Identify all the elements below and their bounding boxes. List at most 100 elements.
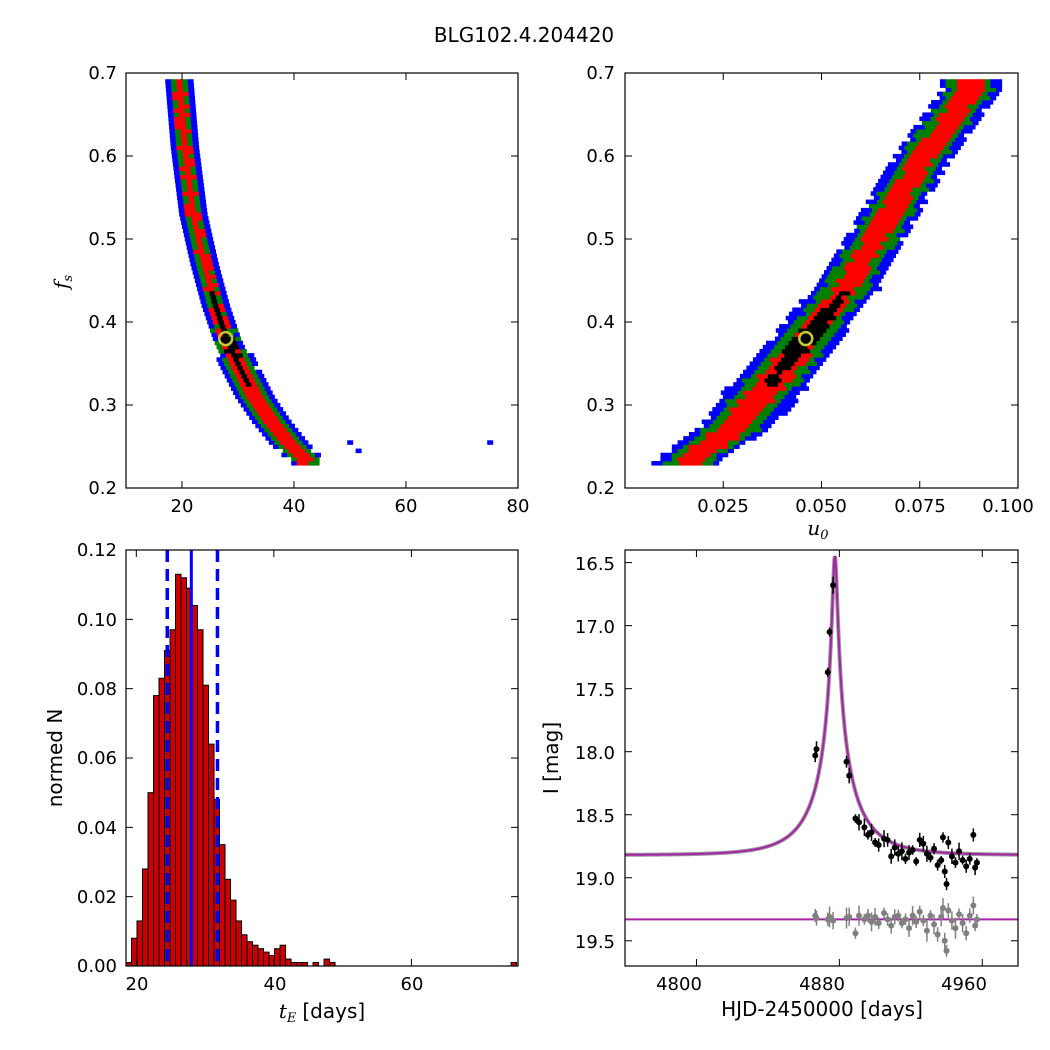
heatmap-cell xyxy=(867,224,874,230)
heatmap-cell xyxy=(233,357,240,362)
heatmap-cell xyxy=(846,270,853,275)
heatmap-cell xyxy=(195,232,202,238)
heatmap-cell xyxy=(774,365,781,371)
heatmap-cell xyxy=(184,236,191,242)
heatmap-cell xyxy=(255,390,262,396)
histogram-bar xyxy=(285,958,292,967)
heatmap-cell xyxy=(269,427,276,433)
heatmap-cell xyxy=(933,120,940,126)
heatmap-cell xyxy=(807,344,814,350)
heatmap-cell xyxy=(172,95,179,101)
heatmap-cell xyxy=(219,307,226,313)
heatmap-cell xyxy=(832,265,839,271)
heatmap-cell xyxy=(898,191,905,196)
heatmap-cell xyxy=(874,270,881,275)
heatmap-cell xyxy=(214,307,221,313)
heatmap-cell xyxy=(291,440,298,445)
heatmap-cell xyxy=(880,270,887,275)
histogram-bar xyxy=(279,944,287,967)
heatmap-cell xyxy=(844,245,851,250)
heatmap-cell xyxy=(854,299,861,304)
heatmap-cell xyxy=(921,199,928,205)
data-point xyxy=(931,845,938,852)
heatmap-cell xyxy=(182,191,189,196)
heatmap-cell xyxy=(756,394,763,400)
heatmap-cell xyxy=(798,328,805,333)
heatmap-cell xyxy=(766,382,773,387)
heatmap-cell xyxy=(200,299,207,304)
heatmap-cell xyxy=(815,328,822,333)
histogram-bar xyxy=(147,792,155,967)
heatmap-cell xyxy=(843,299,850,304)
heatmap-cell xyxy=(192,141,199,147)
heatmap-cell xyxy=(180,216,187,221)
heatmap-cell xyxy=(817,361,824,366)
heatmap-cell xyxy=(711,448,718,454)
heatmap-cell xyxy=(196,282,202,288)
heatmap-cell xyxy=(694,431,701,437)
heatmap-cell xyxy=(699,444,706,449)
heatmap-cell xyxy=(990,79,997,84)
data-point xyxy=(902,855,909,862)
heatmap-cell xyxy=(237,365,244,371)
heatmap-cell xyxy=(208,324,215,329)
heatmap-cell xyxy=(266,407,272,412)
heatmap-cell xyxy=(936,99,943,105)
heatmap-cell xyxy=(235,394,242,400)
heatmap-cell xyxy=(771,390,778,396)
residual-point xyxy=(856,912,863,919)
heatmap-cell xyxy=(958,124,965,130)
heatmap-cell xyxy=(712,419,719,425)
heatmap-cell xyxy=(835,270,842,275)
panel-te-histogram: 20 40 60 0.00 0.02 0.04 0.06 0.08 0.10 0… xyxy=(43,540,519,1026)
data-point xyxy=(966,855,973,862)
heatmap-cell xyxy=(196,212,202,217)
heatmap-cell xyxy=(296,456,303,462)
heatmap-cell xyxy=(926,145,933,151)
heatmap-cell xyxy=(194,228,201,234)
heatmap-cell xyxy=(855,274,862,279)
heatmap-cell xyxy=(189,232,196,238)
heatmap-cell xyxy=(703,423,710,429)
heatmap-cell xyxy=(811,361,818,366)
heatmap-cell xyxy=(879,224,886,230)
heatmap-cell xyxy=(776,411,783,416)
heatmap-cell xyxy=(294,448,300,454)
heatmap-cell xyxy=(274,411,281,416)
heatmap-cell xyxy=(700,440,707,445)
heatmap-cell xyxy=(770,348,777,354)
heatmap-cell xyxy=(929,141,936,147)
heatmap-cell xyxy=(960,137,967,142)
heatmap-cell xyxy=(268,440,275,445)
heatmap-cell xyxy=(841,295,848,300)
heatmap-cell xyxy=(861,253,868,259)
heatmap-cell xyxy=(187,145,194,151)
x-axis-label-sub: 0 xyxy=(820,528,828,543)
heatmap-cell xyxy=(291,461,298,466)
heatmap-cell xyxy=(831,257,838,263)
heatmap-cell xyxy=(935,166,942,171)
heatmap-cell xyxy=(769,398,776,404)
heatmap-cell xyxy=(811,332,818,337)
heatmap-cell xyxy=(296,461,303,466)
heatmap-cell xyxy=(759,348,766,354)
data-point xyxy=(888,853,895,860)
heatmap-cell xyxy=(224,303,230,308)
heatmap-cell xyxy=(967,95,974,101)
heatmap-cell xyxy=(249,378,256,383)
heatmap-cell xyxy=(860,236,867,242)
heatmap-cell xyxy=(683,448,690,454)
heatmap-cell xyxy=(210,328,216,333)
heatmap-cell xyxy=(235,336,242,342)
heatmap-cell xyxy=(233,332,240,337)
heatmap-cell xyxy=(979,87,986,93)
heatmap-cell xyxy=(722,452,729,458)
histogram-bar xyxy=(274,948,281,967)
heatmap-cell xyxy=(864,249,871,254)
heatmap-cell xyxy=(904,191,911,196)
heatmap-cell xyxy=(763,419,770,425)
heatmap-cell xyxy=(226,378,233,383)
heatmap-cell xyxy=(774,336,781,342)
heatmap-cell xyxy=(881,220,888,225)
heatmap-cell xyxy=(854,265,861,271)
